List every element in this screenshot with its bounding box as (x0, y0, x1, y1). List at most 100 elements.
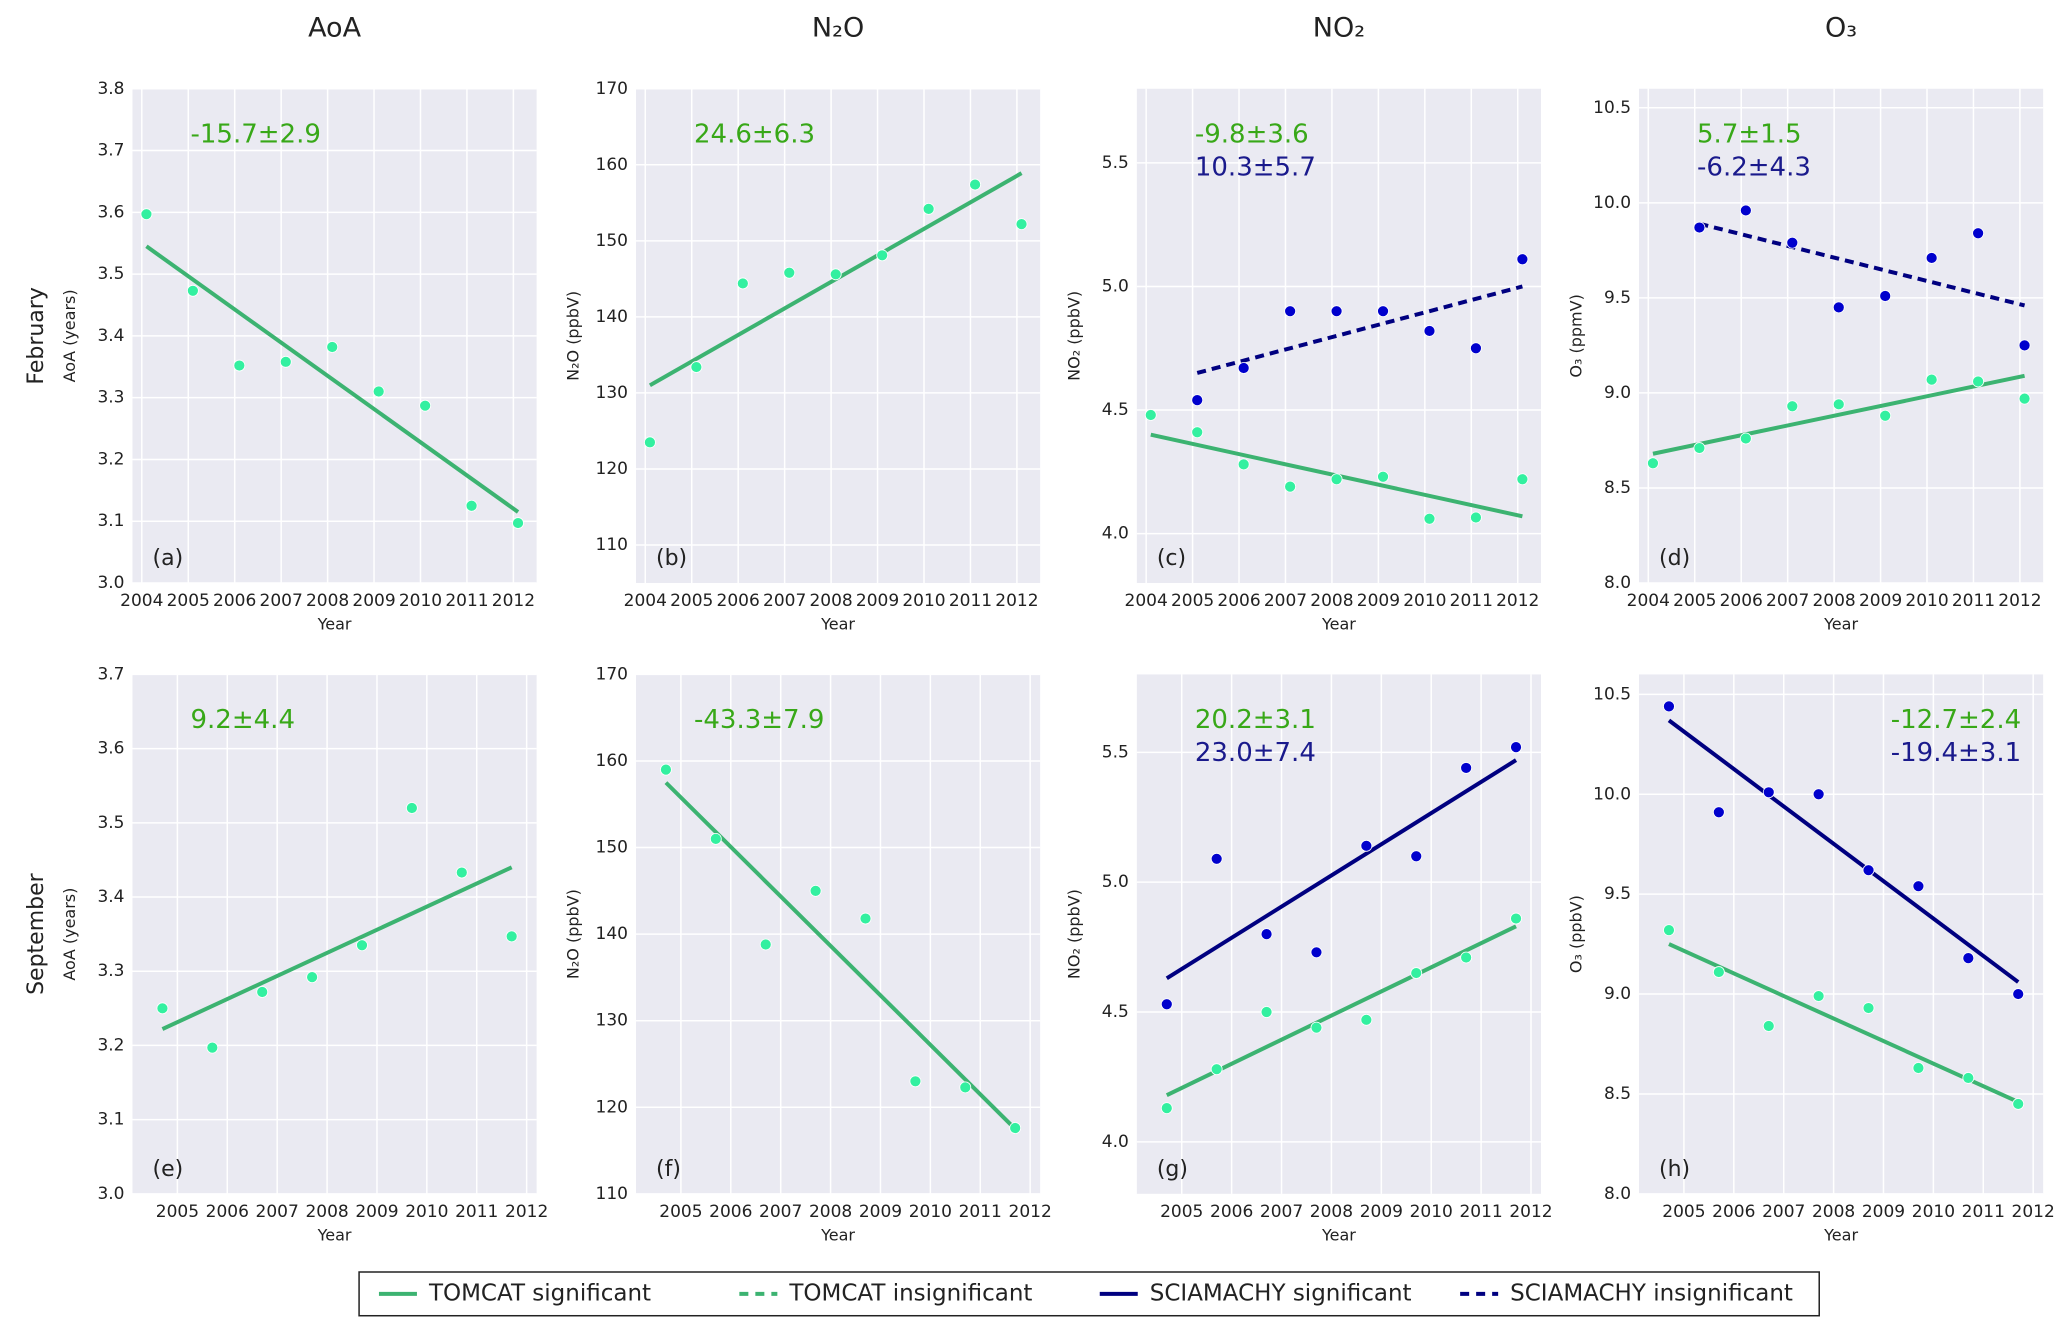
x-tick-label: 2007 (260, 591, 303, 611)
data-point (1786, 236, 1799, 249)
data-point (644, 436, 656, 449)
trend-line (1668, 942, 2020, 1104)
x-tick-label: 2010 (909, 1202, 952, 1222)
y-axis-label: O₃ (ppmV) (1567, 294, 1586, 377)
data-point (1191, 394, 1204, 407)
legend-label: SCIAMACHY significant (1150, 1280, 1412, 1306)
data-point (759, 938, 772, 951)
y-tick-label: 4.5 (1102, 400, 1129, 420)
trend-annotation: 20.2±3.1 (1195, 705, 1316, 735)
trend-line (1652, 373, 2025, 456)
data-point (1739, 432, 1752, 445)
x-tick-label: 2006 (1712, 1202, 1755, 1222)
y-axis-label: AoA (years) (60, 289, 79, 382)
trend-line (1667, 718, 2020, 984)
x-tick-label: 2011 (1459, 1202, 1502, 1222)
data-point (1739, 204, 1752, 217)
trend-annotation: 10.3±5.7 (1195, 152, 1316, 182)
data-point (1712, 806, 1725, 819)
x-tick-label: 2006 (206, 1202, 249, 1222)
y-axis-label: NO₂ (ppbV) (1064, 291, 1083, 381)
trend-line (664, 781, 1017, 1131)
x-axis-label: Year (1823, 615, 1858, 634)
data-point (455, 866, 468, 879)
plot-background (1136, 88, 1541, 584)
trend-annotation: -19.4±3.1 (1891, 738, 2021, 768)
x-tick-label: 2007 (763, 591, 806, 611)
x-tick-label: 2010 (405, 1202, 448, 1222)
x-tick-label: 2009 (859, 1202, 902, 1222)
column-title: NO₂ (1313, 13, 1365, 44)
y-tick-label: 3.7 (97, 141, 124, 161)
y-tick-label: 140 (596, 307, 628, 327)
trend-annotation: -15.7±2.9 (191, 119, 321, 149)
y-tick-label: 4.0 (1102, 1132, 1129, 1152)
data-point (1360, 1013, 1373, 1026)
data-point (1470, 511, 1482, 524)
data-point (1925, 252, 1938, 264)
data-point (505, 930, 518, 943)
data-point (1330, 305, 1343, 318)
x-tick-label: 2008 (1310, 1202, 1353, 1222)
data-point (206, 1041, 219, 1054)
data-point (1423, 512, 1436, 525)
column-title: N₂O (812, 13, 864, 44)
x-tick-label: 2006 (213, 591, 256, 611)
x-tick-label: 2006 (1217, 591, 1260, 611)
data-point (1693, 221, 1706, 234)
trend-line (1165, 924, 1517, 1097)
y-tick-label: 3.0 (97, 573, 124, 593)
data-point (1510, 741, 1522, 754)
data-point (140, 208, 153, 221)
legend-label: TOMCAT significant (428, 1280, 651, 1306)
data-point (1470, 342, 1482, 355)
x-tick-label: 2010 (1410, 1202, 1453, 1222)
data-point (660, 763, 672, 776)
data-point (1812, 788, 1825, 801)
x-tick-label: 2007 (759, 1202, 802, 1222)
x-tick-label: 2007 (256, 1202, 299, 1222)
data-point (829, 268, 842, 281)
x-tick-label: 2011 (949, 591, 992, 611)
data-point (2018, 339, 2031, 352)
y-tick-label: 3.1 (97, 1110, 124, 1130)
data-point (909, 1075, 922, 1088)
data-point (1210, 852, 1223, 865)
data-point (1516, 253, 1529, 266)
x-tick-label: 2005 (1160, 1202, 1203, 1222)
x-tick-label: 2012 (1496, 591, 1539, 611)
x-tick-label: 2009 (1357, 591, 1400, 611)
data-point (233, 359, 246, 372)
x-axis-label: Year (1823, 1225, 1858, 1244)
y-tick-label: 110 (596, 535, 628, 555)
data-point (1160, 998, 1173, 1011)
y-tick-label: 10.5 (1593, 684, 1631, 704)
trend-annotation: 24.6±6.3 (694, 119, 815, 149)
x-tick-label: 2010 (902, 591, 945, 611)
data-point (1360, 839, 1373, 852)
data-point (1144, 409, 1157, 421)
data-point (1191, 426, 1204, 439)
x-tick-label: 2007 (1762, 1202, 1805, 1222)
data-point (1284, 305, 1297, 318)
panel-label: (c) (1157, 546, 1186, 571)
data-point (1310, 1021, 1323, 1034)
x-tick-label: 2008 (809, 1202, 852, 1222)
data-point (736, 277, 749, 290)
y-tick-label: 3.5 (97, 813, 124, 833)
y-tick-label: 8.0 (1604, 1184, 1631, 1204)
data-point (1693, 442, 1706, 454)
data-point (969, 178, 981, 191)
data-point (1862, 864, 1875, 877)
data-point (1009, 1122, 1022, 1134)
data-point (1516, 473, 1529, 486)
panel-label: (h) (1659, 1157, 1690, 1182)
x-tick-label: 2004 (1125, 591, 1168, 611)
x-tick-label: 2009 (1360, 1202, 1403, 1222)
data-point (1460, 762, 1473, 774)
y-tick-label: 5.5 (1102, 742, 1129, 762)
x-tick-label: 2012 (1998, 591, 2041, 611)
y-tick-label: 4.0 (1102, 524, 1129, 544)
y-tick-label: 9.5 (1604, 884, 1631, 904)
